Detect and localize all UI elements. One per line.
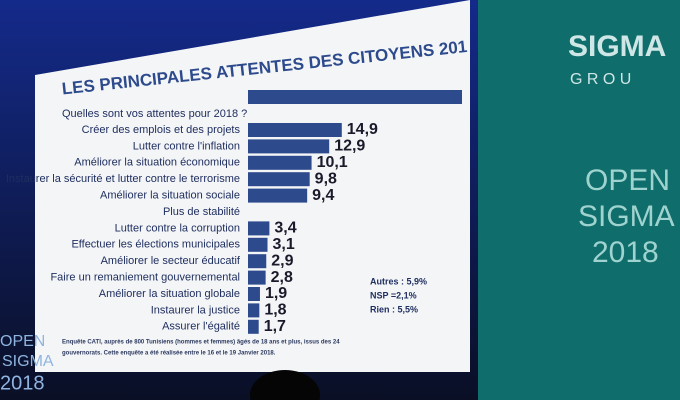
category-label: Améliorer la situation économique <box>74 157 240 169</box>
value-label: 9,8 <box>315 170 337 187</box>
category-label: Créer des emplois et des projets <box>82 124 241 136</box>
note: NSP =2,1% <box>370 290 417 300</box>
note: Autres : 5,9% <box>370 276 427 286</box>
value-label: 2,8 <box>271 269 293 286</box>
value-label: 1,9 <box>265 285 287 302</box>
footnote: Enquête CATI, auprès de 800 Tunisiens (h… <box>62 340 340 346</box>
category-label: Lutter contre l'inflation <box>133 140 240 152</box>
value-label: 14,9 <box>347 121 378 138</box>
corner-text: SIGMA <box>2 353 54 370</box>
value-label: 2,9 <box>271 252 293 269</box>
subtitle: Quelles sont vos attentes pour 2018 ? <box>62 108 247 120</box>
bar <box>248 287 260 301</box>
bar <box>248 303 260 318</box>
corner-text: OPEN <box>0 333 45 350</box>
bar <box>248 155 312 170</box>
value-label: 10,1 <box>317 154 348 171</box>
foreground-object <box>250 370 320 400</box>
bar <box>248 319 259 334</box>
category-label: Assurer l'égalité <box>162 321 240 333</box>
category-label: Effectuer les élections municipales <box>71 239 240 251</box>
bar <box>248 172 310 187</box>
value-label: 12,9 <box>334 138 365 155</box>
logo-text: SIGMA <box>568 30 666 63</box>
plot: Créer des emplois et des projets 14,9 Lutt… <box>6 90 462 357</box>
panel-text: OPEN <box>585 164 670 197</box>
bar <box>248 254 267 269</box>
bar <box>248 237 268 252</box>
value-label: 9,4 <box>312 187 334 204</box>
category-label: Faire un remaniement gouvernemental <box>50 272 240 284</box>
value-label: 3,1 <box>273 236 295 253</box>
panel-text: SIGMA <box>578 200 675 233</box>
category-label: Lutter contre la corruption <box>115 222 240 234</box>
footnote: gouvernorats. Cette enquête a été réalis… <box>62 351 276 357</box>
value-label: 1,8 <box>264 302 286 319</box>
panel-text: 2018 <box>592 236 659 269</box>
bar <box>248 123 342 137</box>
note: Rien : 5,5% <box>370 304 418 314</box>
bar <box>248 188 308 203</box>
category-label: Améliorer la situation globale <box>99 288 240 300</box>
value-label: 3,4 <box>274 220 296 237</box>
bar <box>248 90 462 104</box>
logo-sub: G R O U <box>570 71 631 88</box>
category-label: Instaurer la justice <box>151 304 240 316</box>
category-label: Instaurer la sécurité et lutter contre l… <box>6 173 240 185</box>
bar <box>248 270 266 285</box>
category-label: Améliorer le secteur éducatif <box>101 255 241 267</box>
corner-text: 2018 <box>0 372 45 394</box>
side-panel <box>478 0 680 400</box>
category-label: Améliorer la situation sociale <box>100 190 240 202</box>
value-label: 1,7 <box>264 318 286 335</box>
category-label: Plus de stabilité <box>163 206 240 218</box>
bar <box>248 221 270 236</box>
bar <box>248 139 330 154</box>
